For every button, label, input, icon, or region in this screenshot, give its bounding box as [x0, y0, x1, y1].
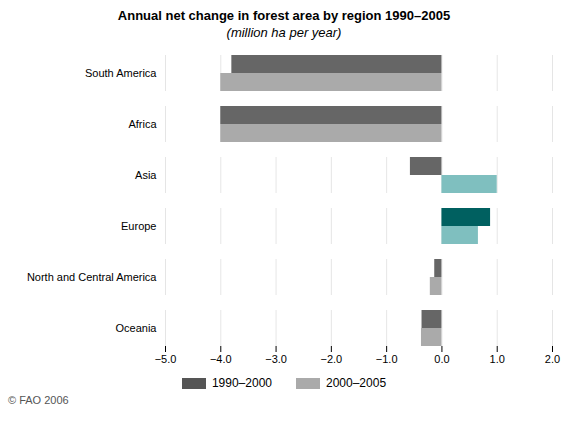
svg-text:0.0: 0.0	[434, 353, 449, 365]
html-text:© FAO 2006: © FAO 2006	[8, 394, 69, 406]
svg-text:South America: South America	[85, 67, 157, 79]
html-text:1990–2000: 1990–2000	[211, 376, 272, 390]
html-text:Annual net change in forest ar: Annual net change in forest area by regi…	[117, 8, 451, 23]
svg-text:Asia: Asia	[135, 169, 157, 181]
svg-text:Oceania: Oceania	[116, 322, 158, 334]
svg-text:−1.0: −1.0	[376, 353, 398, 365]
svg-text:−5.0: −5.0	[155, 353, 177, 365]
svg-text:−3.0: −3.0	[265, 353, 287, 365]
svg-text:1.0: 1.0	[490, 353, 505, 365]
svg-text:−2.0: −2.0	[320, 353, 342, 365]
html-text:(million ha per year): (million ha per year)	[226, 25, 342, 40]
svg-text:−4.0: −4.0	[210, 353, 232, 365]
svg-text:Africa: Africa	[128, 118, 157, 130]
html-text:2000–2005: 2000–2005	[326, 376, 387, 390]
svg-text:2.0: 2.0	[545, 353, 560, 365]
svg-text:Europe: Europe	[121, 220, 156, 232]
svg-text:North and Central America: North and Central America	[27, 271, 157, 283]
